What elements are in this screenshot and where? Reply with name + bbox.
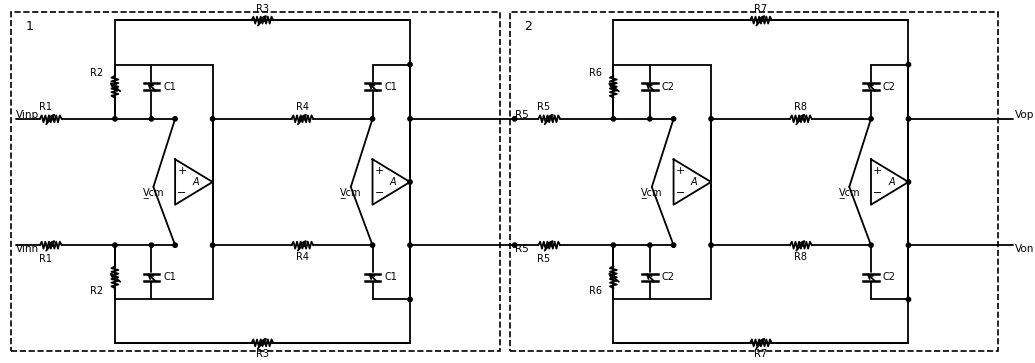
Text: R5: R5 xyxy=(514,110,529,120)
Text: C1: C1 xyxy=(384,82,397,92)
Text: A: A xyxy=(888,177,895,187)
Text: +: + xyxy=(375,166,384,176)
Circle shape xyxy=(648,243,652,247)
Circle shape xyxy=(149,243,153,247)
Circle shape xyxy=(672,243,676,247)
Text: +: + xyxy=(177,166,186,176)
Text: R7: R7 xyxy=(755,349,768,359)
Text: R5: R5 xyxy=(537,254,551,264)
Circle shape xyxy=(210,243,215,247)
Text: R6: R6 xyxy=(589,68,601,78)
Circle shape xyxy=(371,243,375,247)
Circle shape xyxy=(709,243,713,247)
Circle shape xyxy=(173,117,177,121)
Circle shape xyxy=(907,297,911,302)
Circle shape xyxy=(408,243,412,247)
Circle shape xyxy=(512,243,516,247)
Text: C2: C2 xyxy=(661,272,675,282)
Text: −: − xyxy=(874,188,883,198)
Text: V̲cm: V̲cm xyxy=(641,187,662,198)
Text: R8: R8 xyxy=(795,252,807,262)
Text: Vinp: Vinp xyxy=(17,110,39,120)
Circle shape xyxy=(512,117,516,121)
Circle shape xyxy=(408,62,412,67)
Circle shape xyxy=(408,297,412,302)
Text: Vinn: Vinn xyxy=(17,244,39,254)
Circle shape xyxy=(672,117,676,121)
Text: R8: R8 xyxy=(795,102,807,112)
Circle shape xyxy=(173,243,177,247)
Text: R2: R2 xyxy=(90,286,104,296)
Text: R4: R4 xyxy=(296,102,308,112)
Text: C1: C1 xyxy=(384,272,397,282)
Text: R5: R5 xyxy=(537,102,551,112)
Text: C2: C2 xyxy=(661,82,675,92)
Circle shape xyxy=(907,180,911,184)
Text: V̲cm: V̲cm xyxy=(838,187,860,198)
Text: R2: R2 xyxy=(90,68,104,78)
Circle shape xyxy=(113,117,117,121)
Text: R7: R7 xyxy=(755,4,768,14)
Text: −: − xyxy=(177,188,186,198)
Text: C2: C2 xyxy=(883,272,896,282)
Text: A: A xyxy=(193,177,199,187)
Text: R1: R1 xyxy=(39,102,52,112)
Text: A: A xyxy=(390,177,396,187)
Circle shape xyxy=(709,117,713,121)
Circle shape xyxy=(648,117,652,121)
Text: +: + xyxy=(676,166,685,176)
Circle shape xyxy=(149,117,153,121)
Circle shape xyxy=(210,117,215,121)
Text: C1: C1 xyxy=(164,82,176,92)
Text: V̲cm: V̲cm xyxy=(143,187,165,198)
Text: Vop: Vop xyxy=(1015,110,1034,120)
Text: Von: Von xyxy=(1015,244,1034,254)
Text: R3: R3 xyxy=(256,349,269,359)
Text: R5: R5 xyxy=(514,244,529,254)
Circle shape xyxy=(612,117,616,121)
Text: R3: R3 xyxy=(256,4,269,14)
Text: C2: C2 xyxy=(883,82,896,92)
Circle shape xyxy=(408,117,412,121)
Circle shape xyxy=(907,243,911,247)
Circle shape xyxy=(612,243,616,247)
Text: +: + xyxy=(874,166,883,176)
Text: 1: 1 xyxy=(26,20,34,33)
Circle shape xyxy=(907,62,911,67)
Text: R1: R1 xyxy=(39,254,52,264)
Text: R6: R6 xyxy=(589,286,601,296)
Text: 2: 2 xyxy=(525,20,532,33)
Circle shape xyxy=(113,243,117,247)
Circle shape xyxy=(371,117,375,121)
Circle shape xyxy=(907,117,911,121)
Text: R4: R4 xyxy=(296,252,308,262)
Text: A: A xyxy=(691,177,698,187)
Circle shape xyxy=(868,243,874,247)
Circle shape xyxy=(408,180,412,184)
Text: −: − xyxy=(676,188,685,198)
Circle shape xyxy=(868,117,874,121)
Text: V̲cm: V̲cm xyxy=(341,187,361,198)
Text: C1: C1 xyxy=(164,272,176,282)
Text: −: − xyxy=(375,188,384,198)
